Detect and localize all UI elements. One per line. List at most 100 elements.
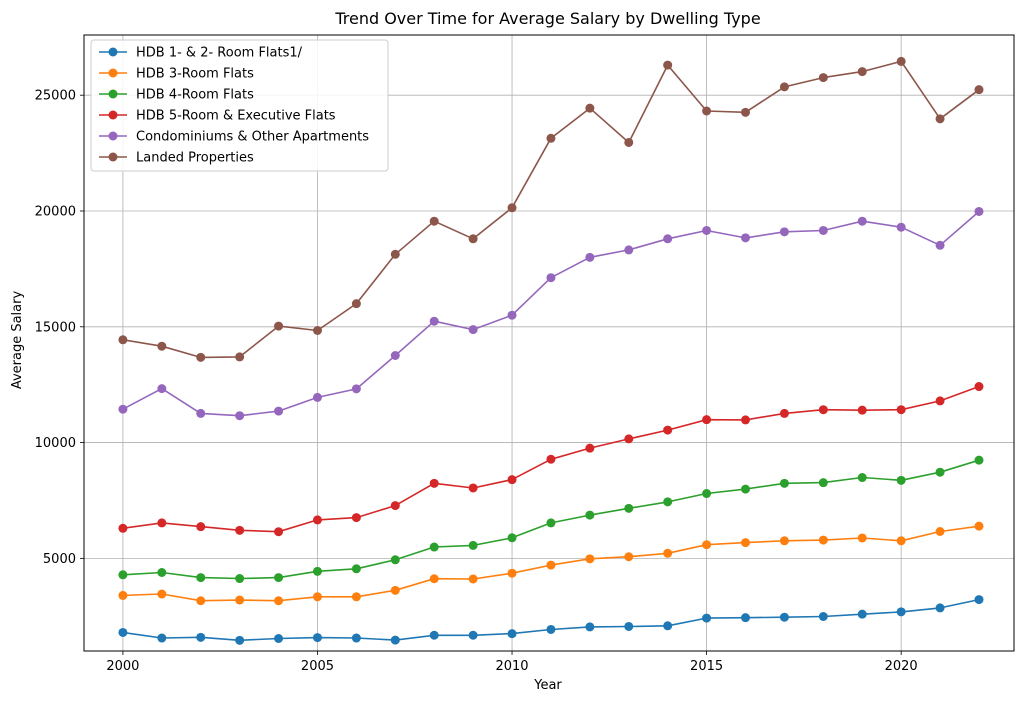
x-tick-label: 2005 bbox=[301, 659, 334, 674]
series-5 bbox=[118, 56, 984, 362]
plot-frame bbox=[83, 34, 1015, 652]
data-point bbox=[624, 503, 634, 513]
data-point bbox=[702, 106, 712, 116]
data-point bbox=[157, 518, 167, 528]
series-3 bbox=[118, 382, 984, 537]
data-point bbox=[312, 633, 322, 643]
legend-marker bbox=[108, 131, 118, 141]
data-point bbox=[429, 542, 439, 552]
data-point bbox=[312, 592, 322, 602]
data-point bbox=[818, 225, 828, 235]
data-point bbox=[546, 518, 556, 528]
data-point bbox=[702, 415, 712, 425]
data-point bbox=[896, 56, 906, 66]
data-point bbox=[546, 454, 556, 464]
data-point bbox=[274, 573, 284, 583]
data-point bbox=[624, 621, 634, 631]
series-2 bbox=[118, 455, 984, 584]
data-point bbox=[585, 510, 595, 520]
data-point bbox=[974, 206, 984, 216]
data-point bbox=[390, 351, 400, 361]
data-point bbox=[429, 316, 439, 326]
data-point bbox=[196, 522, 206, 532]
data-point bbox=[935, 467, 945, 477]
legend-item: HDB 5-Room & Executive Flats bbox=[99, 109, 336, 124]
y-axis: 5000 10000 15000 20000 25000 bbox=[35, 89, 84, 567]
data-point bbox=[235, 352, 245, 362]
data-point bbox=[896, 405, 906, 415]
data-point bbox=[779, 478, 789, 488]
data-point bbox=[624, 245, 634, 255]
legend-marker bbox=[108, 110, 118, 120]
data-point bbox=[624, 434, 634, 444]
data-point bbox=[702, 489, 712, 499]
data-point bbox=[390, 635, 400, 645]
legend-item: HDB 4-Room Flats bbox=[99, 88, 254, 103]
legend-item: HDB 1- & 2- Room Flats1/ bbox=[99, 46, 303, 61]
x-axis-label: Year bbox=[533, 678, 562, 693]
data-point bbox=[507, 629, 517, 639]
data-point bbox=[235, 595, 245, 605]
data-point bbox=[118, 627, 128, 637]
data-point bbox=[351, 564, 361, 574]
data-point bbox=[935, 114, 945, 124]
data-point bbox=[935, 396, 945, 406]
data-point bbox=[546, 624, 556, 634]
x-tick-label: 2000 bbox=[106, 659, 139, 674]
data-point bbox=[351, 513, 361, 523]
data-point bbox=[468, 325, 478, 335]
data-point bbox=[429, 630, 439, 640]
legend-item: HDB 3-Room Flats bbox=[99, 67, 254, 82]
data-point bbox=[118, 335, 128, 345]
data-point bbox=[351, 384, 361, 394]
data-point bbox=[468, 483, 478, 493]
data-point bbox=[857, 67, 867, 77]
data-point bbox=[118, 523, 128, 533]
data-point bbox=[468, 234, 478, 244]
data-point bbox=[351, 299, 361, 309]
data-point bbox=[974, 382, 984, 392]
y-tick-label: 10000 bbox=[35, 436, 76, 451]
data-point bbox=[312, 566, 322, 576]
series-4 bbox=[118, 206, 984, 421]
data-point bbox=[857, 405, 867, 415]
data-point bbox=[507, 568, 517, 578]
data-point bbox=[818, 405, 828, 415]
data-point bbox=[390, 555, 400, 565]
legend-box bbox=[90, 39, 389, 172]
data-point bbox=[585, 103, 595, 113]
data-point bbox=[857, 216, 867, 226]
data-point bbox=[157, 567, 167, 577]
data-point bbox=[274, 406, 284, 416]
data-point bbox=[585, 443, 595, 453]
y-tick-label: 25000 bbox=[35, 89, 76, 104]
data-point bbox=[935, 603, 945, 613]
data-point bbox=[935, 240, 945, 250]
chart-title: Trend Over Time for Average Salary by Dw… bbox=[334, 9, 760, 28]
data-point bbox=[390, 585, 400, 595]
data-point bbox=[585, 554, 595, 564]
data-point bbox=[429, 478, 439, 488]
data-point bbox=[351, 592, 361, 602]
data-point bbox=[274, 527, 284, 537]
data-point bbox=[818, 611, 828, 621]
legend-label: HDB 1- & 2- Room Flats1/ bbox=[136, 46, 303, 61]
data-point bbox=[974, 455, 984, 465]
series-line bbox=[122, 210, 980, 417]
data-point bbox=[741, 107, 751, 117]
data-point bbox=[741, 233, 751, 243]
data-point bbox=[779, 536, 789, 546]
data-point bbox=[118, 590, 128, 600]
data-point bbox=[818, 73, 828, 83]
data-point bbox=[312, 392, 322, 402]
data-point bbox=[468, 574, 478, 584]
data-point bbox=[546, 560, 556, 570]
data-point bbox=[741, 415, 751, 425]
data-point bbox=[196, 573, 206, 583]
legend-marker bbox=[108, 68, 118, 78]
data-point bbox=[974, 595, 984, 605]
x-tick-label: 2015 bbox=[690, 659, 723, 674]
data-point bbox=[235, 411, 245, 421]
data-point bbox=[663, 548, 673, 558]
data-point bbox=[663, 60, 673, 70]
